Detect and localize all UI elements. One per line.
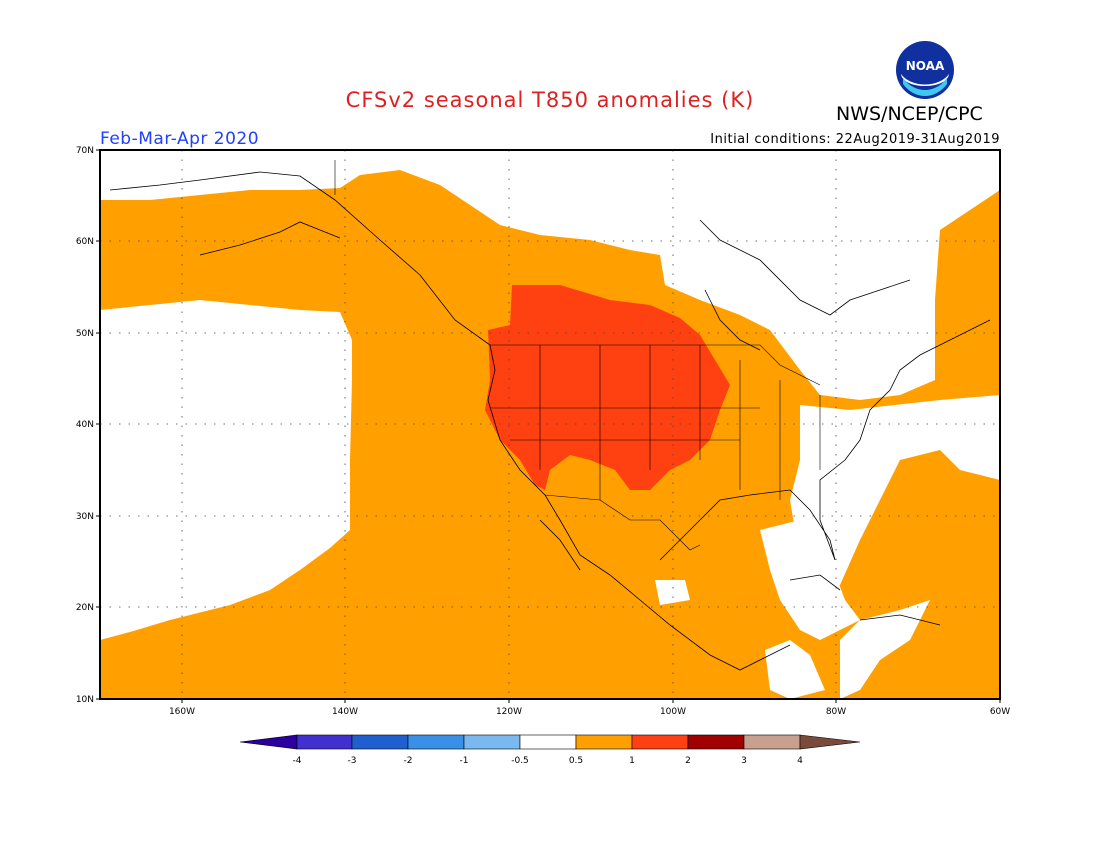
colorbar-swatch-9 [743, 734, 801, 750]
noaa-logo-text: NOAA [906, 59, 945, 73]
chart-title: CFSv2 seasonal T850 anomalies (K) [345, 88, 755, 112]
lat-label-20n: 20N [76, 603, 94, 613]
lat-label-50n: 50N [76, 329, 94, 339]
colorbar-arrow-high [799, 734, 861, 750]
warm-anomaly-region [485, 285, 730, 490]
lon-label-100w: 100W [660, 707, 686, 717]
colorbar-swatch-7 [631, 734, 689, 750]
neutral-region-east-pacific [100, 300, 352, 640]
agency-label: NWS/NCEP/CPC [836, 103, 983, 125]
colorbar-label-5: -0.5 [511, 756, 529, 766]
lat-label-30n: 30N [76, 512, 94, 522]
graticule [100, 150, 1000, 699]
season-label: Feb-Mar-Apr 2020 [100, 129, 260, 149]
colorbar-swatch-1 [296, 734, 353, 750]
neutral-region-central-america [765, 640, 825, 699]
political-borders [334, 160, 821, 551]
neutral-region-west-atlantic-south [840, 600, 930, 699]
colorbar: -4 -3 -2 -1 -0.5 0.5 1 2 3 4 [239, 734, 861, 766]
lon-label-120w: 120W [496, 707, 522, 717]
neutral-region-mexico [655, 580, 690, 605]
noaa-logo: NOAA [895, 40, 955, 100]
colorbar-label-9: 3 [741, 756, 747, 766]
colorbar-swatch-6 [575, 734, 633, 750]
colorbar-swatch-8 [687, 734, 745, 750]
lat-label-10n: 10N [76, 695, 94, 705]
tick-marks [96, 149, 1001, 703]
lat-label-60n: 60N [76, 237, 94, 247]
anomaly-field [100, 150, 1000, 699]
colorbar-swatch-2 [351, 734, 409, 750]
lat-label-70n: 70N [76, 146, 94, 156]
colorbar-swatch-5 [519, 734, 577, 750]
neutral-region-caribbean [760, 520, 860, 640]
colorbar-label-1: -4 [293, 756, 302, 766]
colorbar-swatch-4 [463, 734, 521, 750]
colorbar-label-6: 0.5 [569, 756, 583, 766]
colorbar-label-4: -1 [460, 756, 469, 766]
colorbar-swatch-3 [407, 734, 465, 750]
colorbar-label-7: 1 [629, 756, 635, 766]
lon-label-160w: 160W [169, 707, 195, 717]
lon-label-60w: 60W [990, 707, 1010, 717]
colorbar-label-2: -3 [348, 756, 357, 766]
colorbar-label-10: 4 [797, 756, 803, 766]
lon-label-80w: 80W [826, 707, 846, 717]
colorbar-label-8: 2 [685, 756, 691, 766]
neutral-region-arctic [100, 150, 1000, 400]
colorbar-arrow-low [239, 734, 298, 750]
lat-label-40n: 40N [76, 420, 94, 430]
lon-label-140w: 140W [332, 707, 358, 717]
colorbar-label-3: -2 [404, 756, 413, 766]
neutral-region-atlantic [790, 395, 1000, 600]
initial-conditions-label: Initial conditions: 22Aug2019-31Aug2019 [710, 132, 1000, 147]
